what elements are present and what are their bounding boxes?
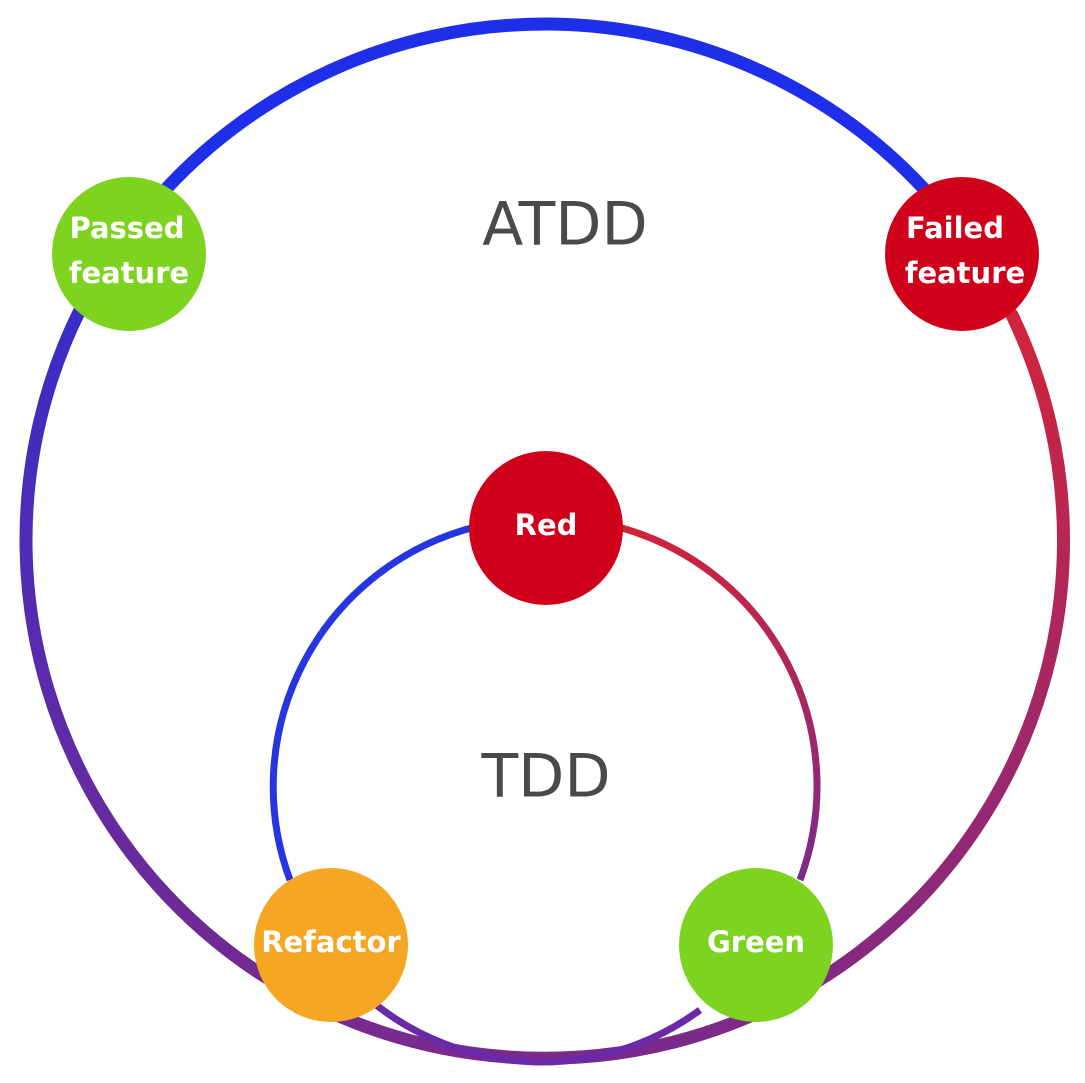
failed-feature-circle [885, 177, 1039, 331]
green-node: Green [679, 868, 833, 1022]
atdd-ring-top-arc [158, 17, 932, 197]
tdd-ring-left-arc [269, 523, 476, 882]
failed-feature-label-line1: Failed [906, 211, 1004, 245]
passed-feature-label-line2: feature [69, 256, 189, 290]
tdd-title: TDD [480, 742, 610, 812]
passed-feature-label-line1: Passed [70, 211, 185, 245]
green-label: Green [707, 925, 805, 959]
atdd-cycle-ring [19, 17, 1070, 1065]
atdd-title: ATDD [482, 190, 647, 260]
failed-feature-node: Failed feature [885, 177, 1039, 331]
refactor-circle [254, 868, 408, 1022]
green-circle [679, 868, 833, 1022]
red-label: Red [515, 508, 578, 542]
tdd-cycle-ring [269, 523, 821, 1066]
red-circle [469, 451, 623, 605]
tdd-ring-bottom-arc [367, 997, 703, 1066]
refactor-label: Refactor [261, 925, 401, 959]
red-node: Red [469, 451, 623, 605]
atdd-ring-right-arc [553, 308, 1070, 1065]
passed-feature-circle [52, 177, 206, 331]
atdd-ring-left-arc [19, 303, 567, 1065]
failed-feature-label-line2: feature [905, 256, 1025, 290]
tdd-ring-right-arc [617, 523, 821, 882]
refactor-node: Refactor [254, 868, 408, 1022]
passed-feature-node: Passed feature [52, 177, 206, 331]
